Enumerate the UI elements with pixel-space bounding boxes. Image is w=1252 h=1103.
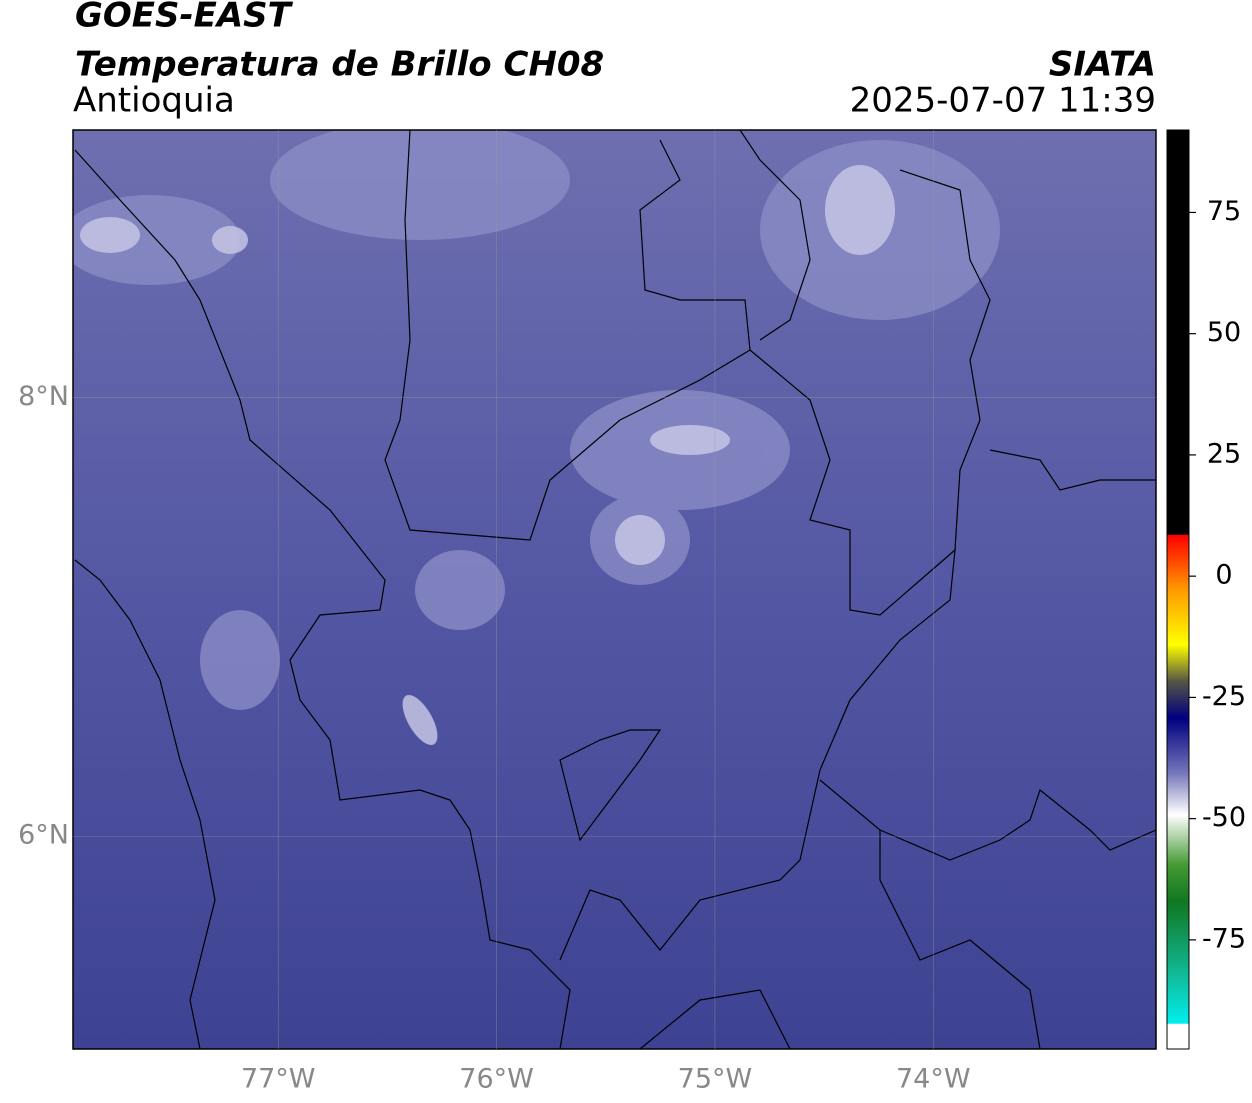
colorbar-tick-label: -25 <box>1202 681 1246 712</box>
colorbar-tick-label: 0 <box>1215 560 1232 591</box>
bright-clouds <box>80 165 895 745</box>
subtitle: Temperatura de Brillo CH08 <box>75 45 604 85</box>
x-tick-label: 76°W <box>459 1064 534 1095</box>
colorbar-tick-label: 25 <box>1207 438 1241 469</box>
timestamp: 2025-07-07 11:39 <box>850 81 1156 121</box>
y-tick-label: 8°N <box>18 381 69 412</box>
borders <box>74 130 1156 1049</box>
colorbar-tick-label: 75 <box>1207 196 1241 227</box>
map-image <box>73 130 1156 1049</box>
map-background <box>73 130 1156 1049</box>
title: GOES-EAST <box>75 0 294 36</box>
x-tick-label: 75°W <box>678 1064 753 1095</box>
x-tick-label: 74°W <box>896 1064 971 1095</box>
colorbar <box>1166 129 1190 1050</box>
colorbar-tick-label: 50 <box>1207 317 1241 348</box>
source: SIATA <box>1049 45 1156 85</box>
y-tick-label: 6°N <box>18 820 69 851</box>
colorbar-tick-label: -50 <box>1202 802 1246 833</box>
region: Antioquia <box>73 81 235 121</box>
colorbar-tick-label: -75 <box>1202 923 1246 954</box>
x-tick-label: 77°W <box>241 1064 316 1095</box>
map-frame <box>72 129 1157 1050</box>
